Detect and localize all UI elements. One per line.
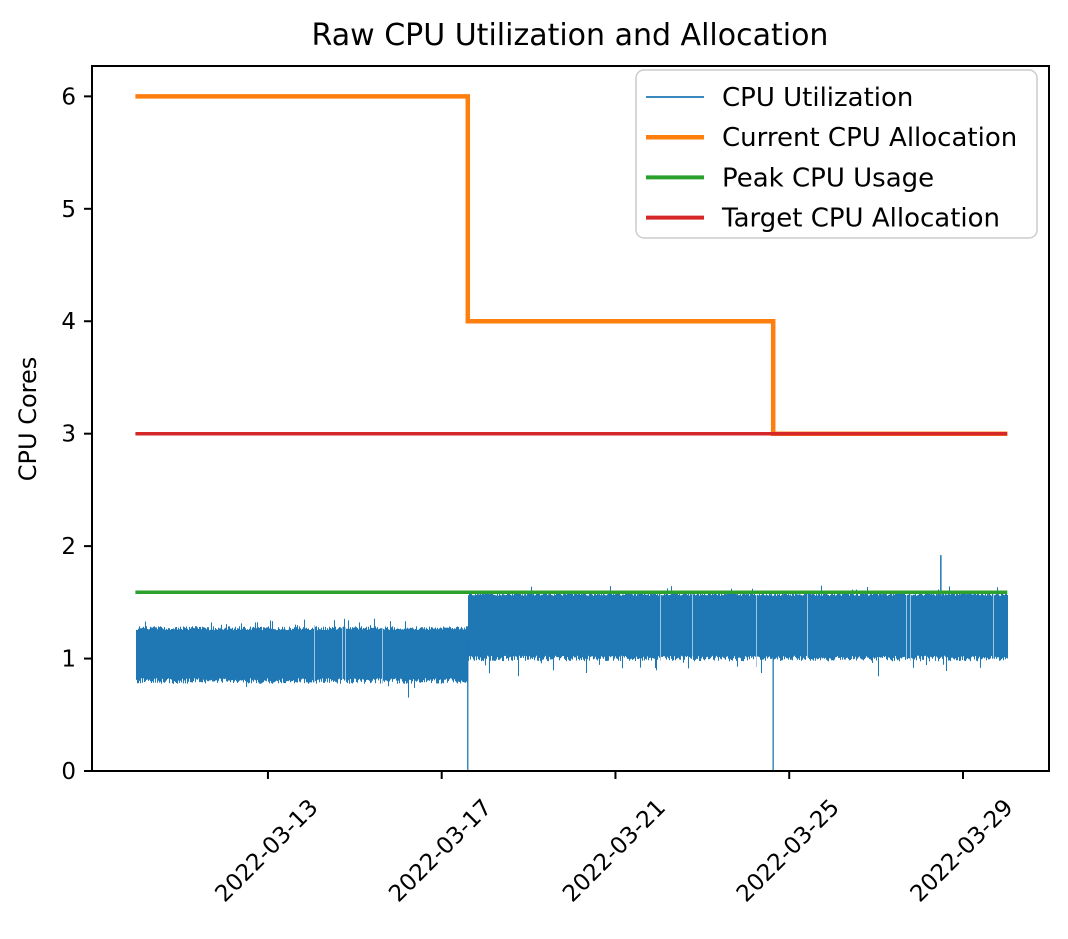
x-tick-label: 2022-03-29 [906,795,1019,908]
chart-title: Raw CPU Utilization and Allocation [312,18,829,53]
legend-entry: CPU Utilization [646,83,913,113]
x-tick-label: 2022-03-21 [558,795,671,908]
legend-box [635,69,1038,239]
legend-label: Current CPU Allocation [722,123,1017,153]
legend-entry: Peak CPU Usage [646,163,934,193]
y-tick-label: 6 [61,84,76,110]
y-tick-label: 2 [61,534,76,560]
legend-entry: Current CPU Allocation [646,123,1017,153]
x-tick-label: 2022-03-25 [732,795,845,908]
legend-label: Peak CPU Usage [722,163,934,193]
series-cpu-utilization [135,555,1009,771]
y-tick-label: 1 [61,647,76,673]
x-tick-label: 2022-03-13 [211,795,324,908]
x-tick-label: 2022-03-17 [384,795,497,908]
legend-label: Target CPU Allocation [721,204,1000,234]
legend: CPU Utilization Current CPU Allocation Pea… [635,69,1038,239]
legend-label: CPU Utilization [722,83,913,113]
y-tick-label: 3 [61,422,76,448]
y-tick-label: 4 [61,309,76,335]
plot-frame [91,65,1050,772]
legend-entry: Target CPU Allocation [646,204,1000,234]
y-tick-label: 0 [61,759,76,785]
y-tick-label: 5 [61,197,76,223]
y-axis-label: CPU Cores [14,357,42,481]
